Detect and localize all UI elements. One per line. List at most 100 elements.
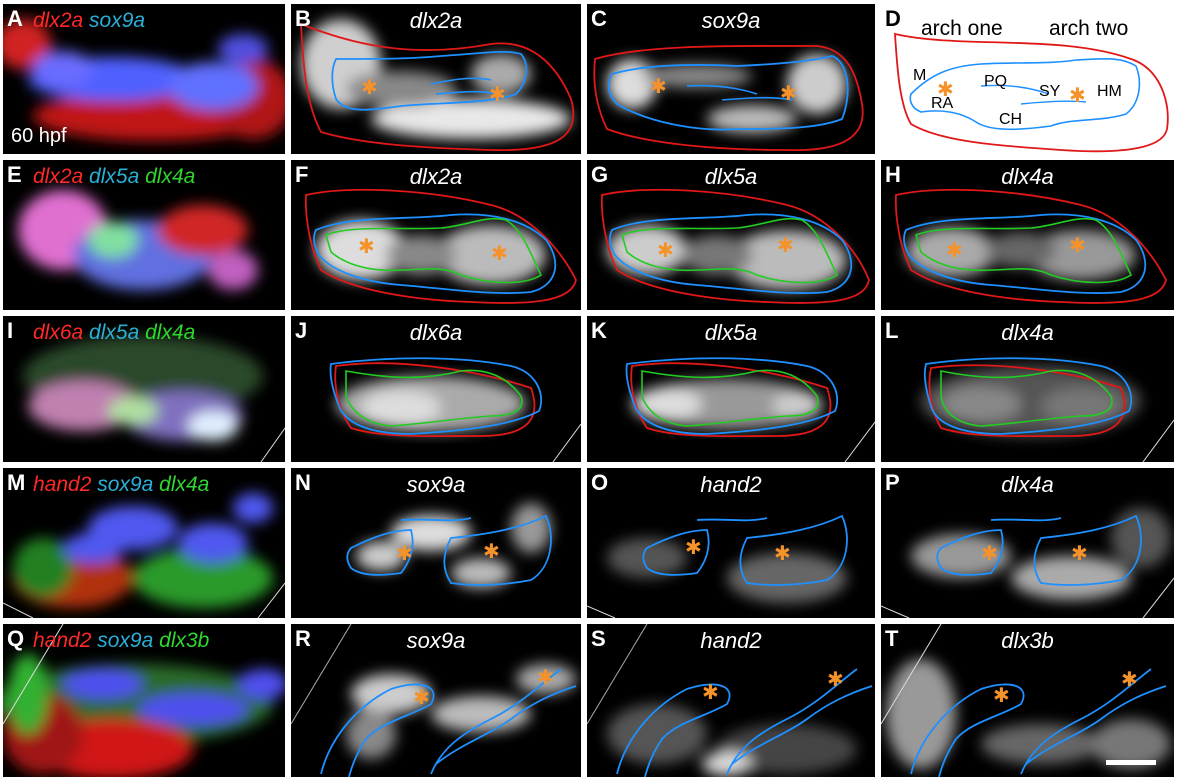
panel-letter: C [591, 6, 607, 31]
outline-blue [607, 55, 849, 131]
panel-l: L dlx4a [881, 316, 1174, 462]
panel-title: dlx5a [704, 320, 758, 345]
label-ch: CH [999, 111, 1023, 128]
micrograph-t: ✱ ✱ [881, 624, 1171, 777]
panel-title: dlx2a [409, 8, 463, 33]
panel-h: ✱ ✱ H dlx4a [881, 160, 1174, 310]
asterisk: ✱ [827, 667, 844, 691]
label-pq: PQ [984, 73, 1008, 90]
panel-q: Q hand2 sox9a dlx3b [3, 624, 285, 777]
panel-letter: E [7, 162, 22, 187]
outline-green [641, 369, 819, 427]
panel-title: dlx4a [1001, 164, 1054, 189]
asterisk: ✱ [937, 77, 954, 101]
asterisk: ✱ [1121, 667, 1138, 691]
scale-bar [1106, 760, 1156, 765]
panel-title: hand2 [700, 628, 762, 653]
micrograph-l [921, 357, 1174, 462]
arch-one-label: arch one [921, 17, 1003, 40]
panel-c: ✱ ✱ C sox9a [587, 4, 875, 154]
label-ra: RA [931, 95, 954, 112]
gene-label-blue: sox9a [97, 473, 154, 496]
channel-legend: hand2 sox9a dlx3b [33, 630, 209, 651]
gene-label-blue: sox9a [89, 9, 146, 32]
asterisk: ✱ [361, 75, 378, 99]
channel-legend: dlx2a dlx5a dlx4a [33, 166, 195, 187]
panel-t: ✱ ✱ T dlx3b [881, 624, 1174, 777]
outline-blue [923, 357, 1133, 435]
gene-label-green: dlx4a [159, 473, 210, 496]
channel-legend: hand2 sox9a dlx4a [33, 474, 209, 495]
micrograph-h: ✱ ✱ [894, 188, 1167, 304]
merged-image-i [23, 336, 285, 462]
asterisk: ✱ [358, 234, 375, 258]
outline-green [915, 217, 1133, 284]
gene-label-red: hand2 [33, 629, 92, 652]
panel-title: dlx6a [409, 320, 463, 345]
panel-f: ✱ ✱ F dlx2a [291, 160, 581, 310]
gene-label-green: dlx4a [145, 165, 196, 188]
outline-red [600, 188, 870, 304]
asterisk: ✱ [1069, 83, 1086, 107]
panel-letter: P [885, 470, 900, 495]
label-sy: SY [1039, 83, 1061, 100]
micrograph-c: ✱ ✱ [593, 45, 864, 151]
micrograph-o: ✱ ✱ [587, 514, 848, 618]
panel-n: ✱ ✱ N sox9a [291, 468, 581, 618]
panel-title: dlx4a [1001, 320, 1054, 345]
asterisk: ✱ [685, 535, 702, 559]
asterisk: ✱ [537, 665, 554, 689]
asterisk: ✱ [946, 238, 963, 262]
panel-k: K dlx5a [587, 316, 875, 462]
panel-letter: Q [7, 626, 25, 651]
outline-blue [616, 668, 873, 777]
outline-blue [320, 668, 577, 777]
panel-letter: D [885, 6, 901, 31]
panel-letter: T [885, 626, 899, 651]
outline-blue [313, 213, 557, 294]
panel-title: hand2 [700, 472, 762, 497]
channel-legend: dlx2a sox9a [33, 10, 145, 31]
channel-legend: dlx6a dlx5a dlx4a [33, 322, 195, 343]
panel-letter: H [885, 162, 901, 187]
panel-r: ✱ ✱ R sox9a [291, 624, 581, 777]
outline-blue [936, 514, 1142, 586]
asterisk: ✱ [774, 541, 791, 565]
outline-blue [346, 514, 552, 586]
panel-o: ✱ ✱ O hand2 [587, 468, 875, 618]
panel-s: ✱ ✱ S hand2 [587, 624, 875, 777]
panel-letter: R [295, 626, 311, 651]
outline-blue [609, 213, 853, 294]
micrograph-k [625, 357, 875, 462]
outline-blue [329, 357, 543, 435]
panel-m: M hand2 sox9a dlx4a [3, 468, 285, 618]
panel-title: dlx4a [1001, 472, 1054, 497]
outline-green [325, 217, 543, 284]
label-hm: HM [1097, 83, 1122, 100]
panel-letter: M [7, 470, 26, 495]
outline-red [894, 32, 1169, 153]
micrograph-g: ✱ ✱ [600, 188, 870, 304]
outline-blue [903, 213, 1147, 294]
outline-red [928, 364, 1126, 438]
outline-blue [331, 50, 528, 111]
label-m: M [913, 67, 927, 84]
panel-letter: S [591, 626, 606, 651]
panel-title: dlx5a [704, 164, 758, 189]
gene-label-blue: dlx5a [89, 165, 140, 188]
gene-label-red: hand2 [33, 473, 92, 496]
asterisk: ✱ [981, 541, 998, 565]
outline-blue [642, 514, 848, 586]
panel-d: ✱ ✱ D arch one arch two M PQ RA SY HM CH [881, 4, 1174, 154]
asterisk: ✱ [780, 81, 797, 105]
panel-a: A dlx2a sox9a 60 hpf [3, 4, 285, 154]
panel-i: I dlx6a dlx5a dlx4a [3, 316, 285, 462]
schematic-d: ✱ ✱ [894, 32, 1169, 153]
outline-blue [910, 668, 1167, 777]
gene-label-red: dlx2a [33, 165, 84, 188]
gene-label-blue: dlx5a [89, 321, 140, 344]
asterisk: ✱ [702, 680, 719, 704]
outline-blue [909, 58, 1141, 131]
outline-red [300, 22, 575, 151]
asterisk: ✱ [1069, 233, 1086, 257]
